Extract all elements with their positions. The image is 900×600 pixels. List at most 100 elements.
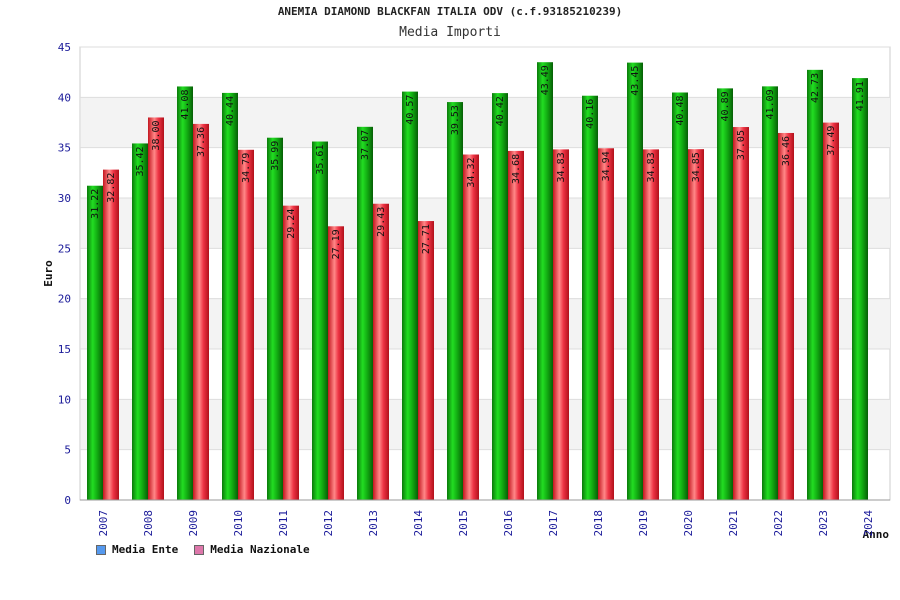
x-tick-label: 2014 (412, 510, 425, 537)
bar-media-ente (762, 86, 778, 501)
y-tick-label: 15 (58, 343, 71, 356)
data-label-media-ente: 40.44 (225, 96, 236, 126)
y-tick-label: 5 (64, 444, 71, 457)
data-label-media-ente: 41.09 (765, 89, 776, 119)
y-tick-label: 20 (58, 293, 71, 306)
x-tick-label: 2013 (367, 510, 380, 537)
legend-swatch-media-ente (96, 544, 106, 555)
bar-media-ente (222, 92, 238, 501)
data-label-media-nazionale: 34.68 (511, 154, 522, 184)
data-label-media-ente: 40.89 (720, 91, 731, 121)
data-label-media-ente: 40.48 (675, 96, 686, 126)
bar-media-nazionale (778, 132, 794, 500)
x-tick-label: 2024 (862, 510, 875, 537)
data-label-media-ente: 40.57 (405, 95, 416, 125)
bar-media-nazionale (463, 154, 479, 500)
bar-media-nazionale (733, 127, 749, 500)
grid-band (81, 97, 890, 148)
y-tick-label: 0 (64, 494, 71, 507)
x-tick-label: 2015 (457, 510, 470, 537)
data-label-media-nazionale: 27.71 (421, 224, 432, 254)
bar-media-ente (717, 88, 733, 501)
bar-media-ente (447, 102, 463, 500)
y-tick-label: 35 (58, 142, 71, 155)
bar-media-ente (852, 78, 868, 500)
grid-band (81, 198, 890, 249)
data-label-media-nazionale: 34.83 (556, 152, 567, 182)
legend-item-media-nazionale: Media Nazionale (194, 543, 310, 556)
data-label-media-ente: 39.53 (450, 105, 461, 135)
x-tick-label: 2010 (232, 510, 245, 537)
legend-label-media-nazionale: Media Nazionale (210, 543, 310, 556)
data-label-media-nazionale: 37.05 (736, 130, 747, 160)
bar-media-nazionale (328, 226, 344, 500)
x-tick-label: 2007 (97, 510, 110, 537)
data-label-media-nazionale: 34.94 (601, 151, 612, 181)
bar-media-nazionale (373, 203, 389, 500)
bar-media-nazionale (193, 123, 209, 500)
data-label-media-nazionale: 34.32 (466, 158, 477, 188)
y-tick-label: 40 (58, 91, 71, 104)
grid-band (81, 399, 890, 450)
x-tick-label: 2016 (502, 510, 515, 537)
x-tick-label: 2019 (637, 510, 650, 537)
bar-media-ente (627, 62, 643, 500)
bar-media-nazionale (148, 117, 164, 500)
x-tick-label: 2022 (772, 510, 785, 537)
bar-media-ente (492, 93, 508, 500)
x-tick-label: 2023 (817, 510, 830, 537)
legend-label-media-ente: Media Ente (112, 543, 179, 556)
data-label-media-nazionale: 37.49 (826, 126, 837, 156)
x-tick-label: 2009 (187, 510, 200, 537)
bar-media-ente (357, 126, 373, 500)
data-label-media-ente: 35.99 (270, 141, 281, 171)
data-label-media-ente: 43.49 (540, 65, 551, 95)
bar-media-nazionale (688, 149, 704, 500)
y-tick-label: 25 (58, 242, 71, 255)
bar-media-nazionale (283, 205, 299, 500)
bar-media-ente (672, 92, 688, 500)
x-tick-label: 2008 (142, 510, 155, 537)
legend-swatch-media-nazionale (194, 544, 205, 555)
bar-media-nazionale (823, 122, 839, 500)
bar-media-nazionale (553, 149, 569, 501)
data-label-media-ente: 43.45 (630, 66, 641, 96)
data-label-media-ente: 40.42 (495, 96, 506, 126)
y-tick-label: 30 (58, 192, 71, 205)
data-label-media-nazionale: 34.79 (241, 153, 252, 183)
data-label-media-nazionale: 34.85 (691, 152, 702, 182)
data-label-media-ente: 41.91 (855, 81, 866, 111)
chart-subtitle: Media Importi (399, 25, 501, 40)
data-label-media-ente: 31.22 (90, 189, 101, 219)
data-label-media-nazionale: 37.36 (196, 127, 207, 157)
chart-title: ANEMIA DIAMOND BLACKFAN ITALIA ODV (c.f.… (277, 5, 623, 18)
bar-media-nazionale (508, 150, 524, 500)
grid-band (81, 298, 890, 349)
bar-media-nazionale (643, 149, 659, 501)
data-label-media-ente: 35.61 (315, 145, 326, 175)
data-label-media-nazionale: 29.43 (376, 207, 387, 237)
y-axis-label: Euro (42, 260, 55, 287)
data-label-media-nazionale: 27.19 (331, 229, 342, 259)
y-tick-label: 45 (58, 41, 71, 54)
data-label-media-nazionale: 29.24 (286, 209, 297, 239)
bar-media-ente (267, 137, 283, 500)
bar-media-nazionale (598, 148, 614, 500)
data-label-media-ente: 42.73 (810, 73, 821, 103)
data-label-media-nazionale: 34.83 (646, 152, 657, 182)
data-label-media-nazionale: 32.82 (106, 173, 117, 203)
bar-media-ente (177, 86, 193, 500)
x-tick-label: 2012 (322, 510, 335, 537)
x-tick-label: 2020 (682, 510, 695, 537)
x-tick-label: 2021 (727, 510, 740, 537)
bar-media-ente (582, 95, 598, 501)
bar-media-nazionale (238, 149, 254, 500)
legend: Media Ente Media Nazionale (96, 543, 310, 556)
data-label-media-ente: 37.07 (360, 130, 371, 160)
bar-media-ente (312, 141, 328, 500)
data-label-media-ente: 41.08 (180, 89, 191, 119)
data-label-media-ente: 35.42 (135, 146, 146, 176)
data-label-media-nazionale: 38.00 (151, 120, 162, 150)
bar-media-nazionale (103, 169, 119, 500)
